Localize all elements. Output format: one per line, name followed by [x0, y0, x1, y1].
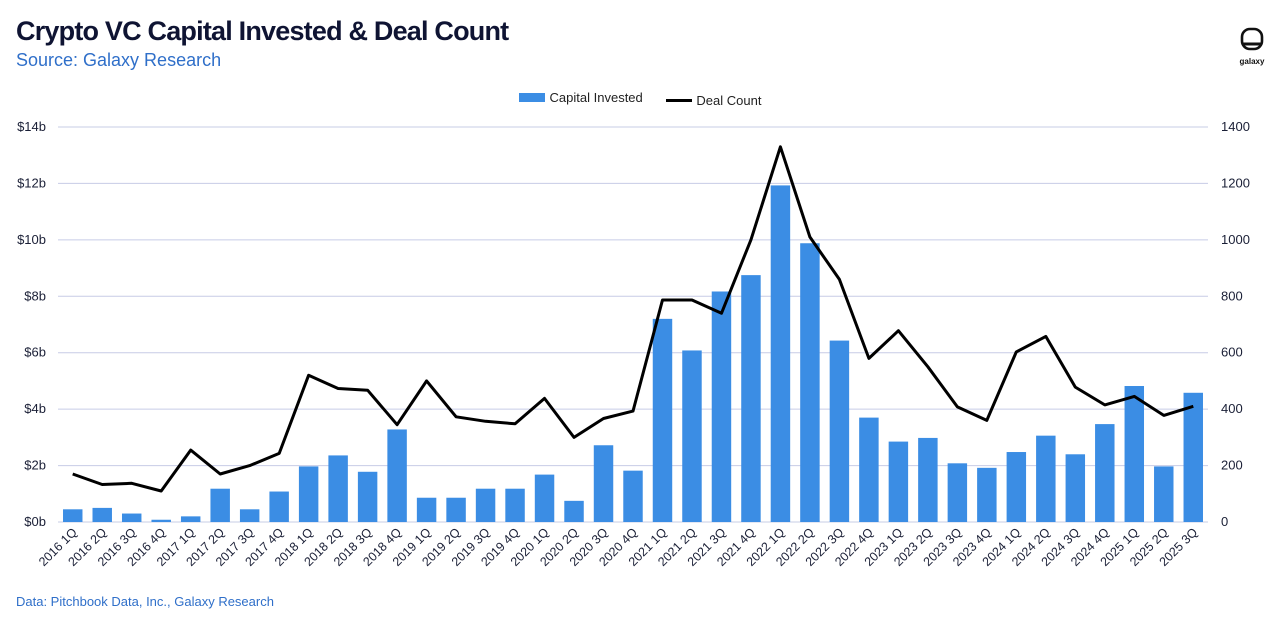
bar-capital-invested	[180, 516, 201, 522]
chart-subtitle: Source: Galaxy Research	[16, 50, 222, 70]
bar-capital-invested	[859, 417, 879, 522]
bar-capital-invested	[505, 488, 525, 522]
bar-capital-invested	[1006, 452, 1027, 522]
bar-capital-invested	[1183, 392, 1203, 522]
bar-capital-invested	[682, 350, 702, 522]
bar-capital-invested	[1036, 435, 1056, 522]
y-left-tick-label: $14b	[17, 119, 46, 134]
bar-capital-invested	[918, 437, 938, 522]
y-right-tick-label: 200	[1221, 458, 1243, 473]
bar-capital-invested	[92, 507, 112, 522]
bar-capital-invested	[1124, 386, 1145, 522]
bar-capital-invested	[977, 467, 997, 522]
bar-capital-invested	[593, 445, 614, 522]
bar-capital-invested	[269, 491, 289, 522]
y-left-tick-label: $8b	[24, 288, 46, 303]
y-left-tick-label: $12b	[17, 175, 46, 190]
bar-capital-invested	[800, 243, 820, 522]
line-deal-count	[72, 145, 1194, 493]
bar-capital-invested	[121, 513, 142, 522]
y-right-tick-label: 600	[1221, 345, 1243, 360]
y-right-tick-label: 1400	[1221, 119, 1250, 134]
y-right-tick-label: 0	[1221, 514, 1228, 529]
legend-swatch-line	[666, 99, 693, 102]
legend-item-capital: Capital Invested	[518, 90, 643, 105]
bar-capital-invested	[387, 429, 407, 522]
bar-capital-invested	[416, 497, 437, 522]
bar-capital-invested	[770, 185, 791, 522]
bar-capital-invested	[1065, 454, 1086, 522]
bar-capital-invested	[623, 470, 643, 522]
legend-label-deals: Deal Count	[696, 93, 762, 108]
bar-capital-invested	[534, 474, 555, 522]
galaxy-logo-icon	[1240, 27, 1264, 51]
logo-wordmark: galaxy	[1239, 57, 1265, 66]
y-left-tick-label: $2b	[24, 458, 46, 473]
galaxy-logo: galaxy	[1236, 27, 1268, 66]
bar-capital-invested	[446, 497, 466, 522]
y-left-tick-label: $10b	[17, 232, 46, 247]
bar-capital-invested	[888, 441, 909, 522]
bar-capital-invested	[357, 471, 378, 522]
y-right-tick-label: 800	[1221, 288, 1243, 303]
bar-capital-invested	[741, 275, 761, 522]
y-right-tick-label: 400	[1221, 401, 1243, 416]
y-right-tick-label: 1000	[1221, 232, 1250, 247]
bar-capital-invested	[1154, 466, 1174, 522]
bar-capital-invested	[564, 500, 584, 522]
bar-capital-invested	[829, 340, 850, 522]
bar-capital-invested	[947, 463, 968, 522]
bar-capital-invested	[298, 466, 319, 522]
bar-capital-invested	[711, 291, 732, 522]
bar-capital-invested	[151, 519, 171, 522]
data-source-note: Data: Pitchbook Data, Inc., Galaxy Resea…	[16, 594, 274, 609]
bar-capital-invested	[328, 455, 348, 522]
y-left-tick-label: $4b	[24, 401, 46, 416]
bar-capital-invested	[1095, 424, 1115, 522]
bar-capital-invested	[239, 509, 260, 522]
bar-capital-invested	[475, 488, 496, 522]
y-left-tick-label: $0b	[24, 514, 46, 529]
y-left-tick-label: $6b	[24, 345, 46, 360]
legend-item-deals: Deal Count	[666, 93, 761, 108]
chart-legend: Capital Invested Deal Count	[0, 90, 1280, 108]
chart-title: Crypto VC Capital Invested & Deal Count	[16, 16, 509, 46]
bar-capital-invested	[63, 509, 83, 522]
legend-label-capital: Capital Invested	[549, 90, 643, 105]
bar-capital-invested	[210, 488, 230, 522]
legend-swatch-bar	[518, 93, 545, 102]
bar-capital-invested	[652, 318, 673, 522]
y-right-tick-label: 1200	[1221, 175, 1250, 190]
